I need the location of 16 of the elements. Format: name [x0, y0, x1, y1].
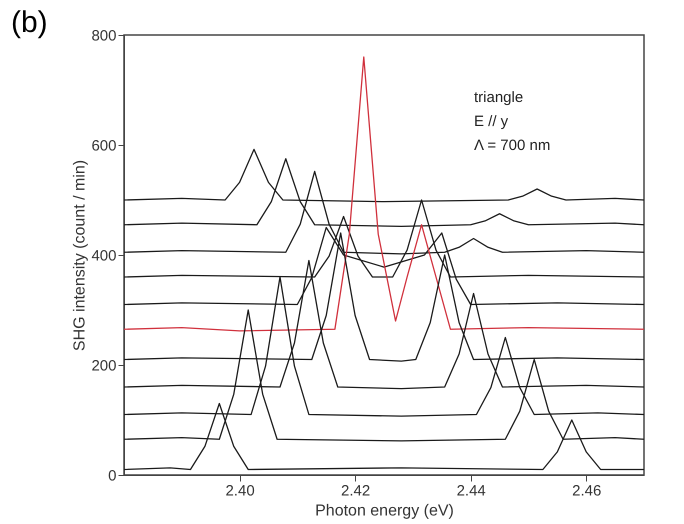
y-tick-label: 800 [91, 28, 116, 44]
chart-title: (b) [10, 6, 48, 39]
y-tick-label: 200 [91, 358, 116, 374]
y-tick-label: 0 [108, 468, 116, 484]
x-tick-label: 2.40 [225, 482, 255, 500]
x-tick-label: 2.44 [456, 482, 486, 500]
x-tick-label: 2.46 [572, 482, 602, 500]
x-axis-title: Photon energy (eV) [315, 502, 454, 520]
annotation: Λ = 700 nm [474, 137, 550, 154]
annotation: triangle [474, 89, 524, 106]
line-series [124, 56, 644, 332]
x-tick-label: 2.42 [341, 482, 370, 500]
y-tick-label: 600 [91, 138, 116, 154]
annotation: E // y [474, 113, 509, 130]
y-axis-title: SHG intensity (count / min) [71, 160, 88, 352]
y-tick-label: 400 [91, 248, 116, 264]
